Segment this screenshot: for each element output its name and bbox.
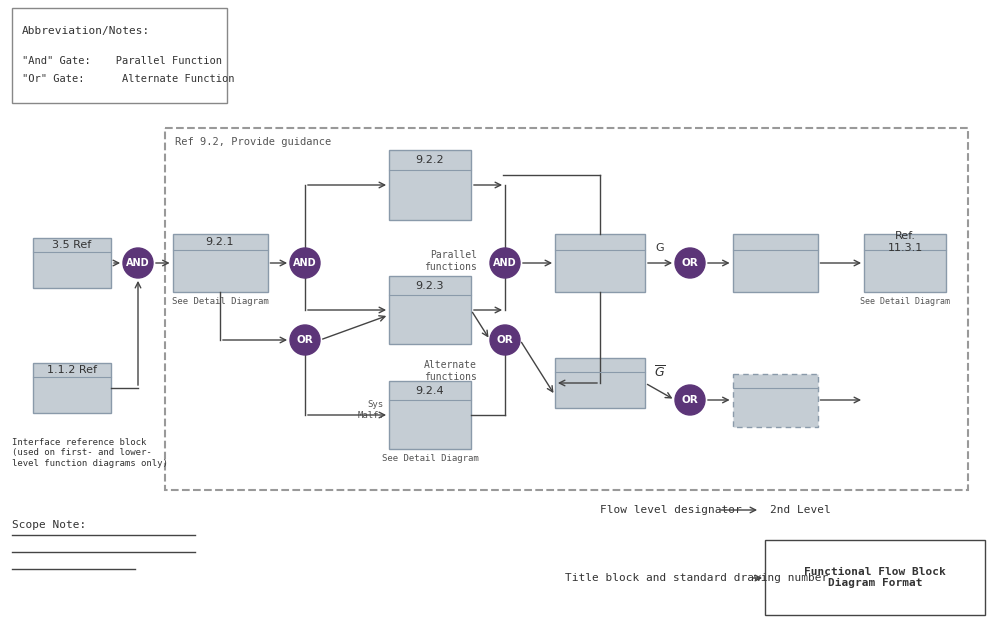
Bar [389,381,471,449]
Text: See Detail Diagram: See Detail Diagram [172,297,268,306]
Text: Interface reference block
(used on first- and lower-
level function diagrams onl: Interface reference block (used on first… [12,438,168,468]
Text: 9.2.3: 9.2.3 [416,280,444,290]
Bar [173,234,268,292]
Text: 9.2.1: 9.2.1 [206,237,234,247]
Text: Scope Note:: Scope Note: [12,520,86,530]
Text: "Or" Gate:      Alternate Function: "Or" Gate: Alternate Function [22,74,234,84]
Bar [33,238,111,288]
Text: Title block and standard drawing number: Title block and standard drawing number [565,573,828,583]
Text: $\overline{G}$: $\overline{G}$ [654,366,666,381]
Text: Ref 9.2, Provide guidance: Ref 9.2, Provide guidance [175,137,331,147]
Bar [389,150,471,220]
Text: 3.5 Ref: 3.5 Ref [52,240,92,250]
FancyBboxPatch shape [12,8,227,103]
Text: 1.1.2 Ref: 1.1.2 Ref [47,365,97,375]
Circle shape [290,248,320,278]
Bar [864,234,946,292]
Text: "And" Gate:    Parallel Function: "And" Gate: Parallel Function [22,56,222,66]
Bar [33,363,111,413]
Text: Sys
Malf.: Sys Malf. [357,400,384,419]
Text: G: G [656,243,664,253]
Bar [765,540,985,615]
Circle shape [490,325,520,355]
Text: 9.2.2: 9.2.2 [416,155,444,165]
Text: AND: AND [126,258,150,268]
Text: 9.2.4: 9.2.4 [416,386,444,396]
Circle shape [490,248,520,278]
Bar [555,358,645,408]
Text: OR: OR [497,335,513,345]
Text: AND: AND [493,258,517,268]
Text: 2nd Level: 2nd Level [770,505,831,515]
Bar [732,234,818,292]
Text: Alternate
functions: Alternate functions [424,360,477,382]
Circle shape [675,248,705,278]
Text: Abbreviation/Notes:: Abbreviation/Notes: [22,26,150,36]
Text: Ref.
11.3.1: Ref. 11.3.1 [887,231,923,253]
Circle shape [123,248,153,278]
Text: OR: OR [682,258,698,268]
Bar [389,276,471,344]
Text: Parallel
functions: Parallel functions [424,250,477,271]
Text: AND: AND [293,258,317,268]
Text: See Detail Diagram: See Detail Diagram [382,454,478,463]
Bar [555,234,645,292]
Bar [165,128,968,490]
Text: See Detail Diagram: See Detail Diagram [860,297,950,306]
Circle shape [290,325,320,355]
Circle shape [675,385,705,415]
Bar [732,374,818,426]
Text: Flow level designator: Flow level designator [600,505,742,515]
Text: OR: OR [682,395,698,405]
Text: OR: OR [297,335,313,345]
Text: Functional Flow Block
Diagram Format: Functional Flow Block Diagram Format [804,567,946,588]
